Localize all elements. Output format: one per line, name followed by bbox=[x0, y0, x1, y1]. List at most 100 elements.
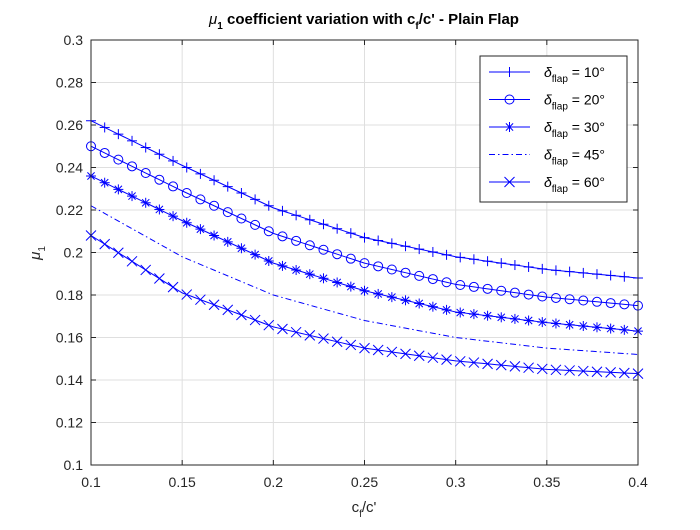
circle-marker bbox=[504, 94, 515, 105]
x-marker bbox=[372, 344, 384, 356]
circle-marker bbox=[550, 292, 561, 303]
x-marker bbox=[618, 367, 630, 379]
series-2 bbox=[86, 141, 643, 311]
circle-marker bbox=[414, 270, 425, 281]
y-tick-label: 0.22 bbox=[56, 202, 83, 218]
x-marker bbox=[427, 352, 439, 364]
asterisk-marker bbox=[415, 299, 424, 308]
x-marker bbox=[386, 346, 398, 358]
circle-marker bbox=[140, 168, 151, 179]
x-marker bbox=[605, 366, 617, 378]
series-lines bbox=[85, 115, 644, 379]
x-tick-label: 0.15 bbox=[169, 474, 196, 490]
x-marker bbox=[140, 264, 152, 276]
x-tick-label: 0.1 bbox=[81, 474, 101, 490]
circle-marker bbox=[332, 249, 343, 260]
circle-marker bbox=[523, 289, 534, 300]
x-axis-label: cf/c' bbox=[352, 499, 377, 520]
x-marker bbox=[564, 365, 575, 376]
circle-marker bbox=[386, 264, 397, 275]
asterisk-marker bbox=[538, 318, 547, 327]
y-tick-label: 0.2 bbox=[64, 245, 84, 261]
x-marker bbox=[318, 333, 329, 344]
series-5 bbox=[85, 230, 644, 379]
asterisk-marker bbox=[469, 310, 478, 319]
legend-label: δflap = 30° bbox=[544, 119, 605, 140]
circle-marker bbox=[441, 277, 452, 288]
asterisk-marker bbox=[620, 325, 629, 334]
circle-marker bbox=[250, 219, 261, 230]
circle-marker bbox=[263, 226, 274, 237]
asterisk-marker bbox=[505, 123, 514, 131]
asterisk-marker bbox=[346, 282, 355, 291]
circle-marker bbox=[496, 285, 507, 296]
asterisk-marker bbox=[387, 293, 396, 302]
x-marker bbox=[345, 339, 357, 351]
circle-marker bbox=[181, 188, 192, 198]
legend: δflap = 10° δflap = 20° δflap = 30° δflap =… bbox=[479, 55, 628, 203]
asterisk-marker bbox=[579, 322, 588, 330]
asterisk-marker bbox=[510, 314, 519, 323]
x-marker bbox=[413, 350, 425, 362]
legend-item: δflap = 20° bbox=[489, 92, 605, 113]
x-marker bbox=[577, 365, 589, 377]
y-tick-label: 0.14 bbox=[56, 372, 83, 388]
circle-marker bbox=[113, 154, 124, 165]
circle-marker bbox=[359, 258, 370, 269]
asterisk-marker bbox=[442, 305, 451, 314]
asterisk-marker bbox=[374, 289, 383, 298]
x-marker bbox=[591, 366, 603, 378]
circle-marker bbox=[427, 274, 438, 285]
circle-marker bbox=[168, 181, 179, 192]
legend-label: δflap = 10° bbox=[544, 64, 605, 85]
asterisk-marker bbox=[100, 178, 109, 187]
asterisk-marker bbox=[141, 198, 150, 207]
asterisk-marker bbox=[292, 266, 301, 274]
circle-marker bbox=[373, 261, 384, 272]
x-marker bbox=[331, 336, 343, 348]
x-marker bbox=[208, 299, 220, 311]
asterisk-marker bbox=[497, 313, 506, 322]
circle-marker bbox=[468, 281, 479, 292]
x-marker bbox=[236, 309, 247, 321]
circle-marker bbox=[509, 287, 520, 298]
legend-item: δflap = 10° bbox=[489, 64, 605, 85]
series-line bbox=[90, 205, 639, 355]
circle-marker bbox=[195, 194, 206, 205]
x-tick-label: 0.3 bbox=[446, 474, 466, 490]
series-1 bbox=[86, 115, 643, 283]
y-axis-label: μ1 bbox=[27, 246, 48, 261]
asterisk-marker bbox=[264, 257, 273, 265]
y-tick-label: 0.12 bbox=[56, 415, 83, 431]
circle-marker bbox=[154, 174, 165, 185]
asterisk-marker bbox=[196, 225, 205, 234]
x-marker bbox=[112, 247, 124, 259]
x-marker bbox=[126, 255, 138, 267]
x-marker bbox=[550, 364, 562, 376]
asterisk-marker bbox=[551, 319, 560, 328]
asterisk-marker bbox=[128, 192, 136, 201]
x-marker bbox=[167, 281, 179, 293]
asterisk-marker bbox=[210, 231, 219, 240]
x-marker bbox=[454, 355, 466, 367]
x-marker bbox=[523, 362, 534, 374]
y-tick-label: 0.3 bbox=[64, 32, 84, 48]
y-tick-label: 0.16 bbox=[56, 330, 83, 346]
y-tick-label: 0.28 bbox=[56, 75, 83, 91]
asterisk-marker bbox=[606, 324, 615, 333]
asterisk-marker bbox=[182, 218, 191, 227]
circle-marker bbox=[318, 244, 329, 255]
legend-label: δflap = 20° bbox=[544, 92, 605, 113]
asterisk-marker bbox=[169, 212, 178, 221]
circle-marker bbox=[304, 240, 315, 251]
x-marker bbox=[495, 359, 507, 371]
circle-marker bbox=[236, 213, 247, 224]
x-marker bbox=[263, 319, 275, 331]
circle-marker bbox=[99, 147, 110, 158]
legend-item: δflap = 45° bbox=[489, 147, 605, 168]
circle-marker bbox=[209, 200, 220, 211]
circle-marker bbox=[400, 267, 411, 278]
x-marker bbox=[482, 358, 493, 370]
